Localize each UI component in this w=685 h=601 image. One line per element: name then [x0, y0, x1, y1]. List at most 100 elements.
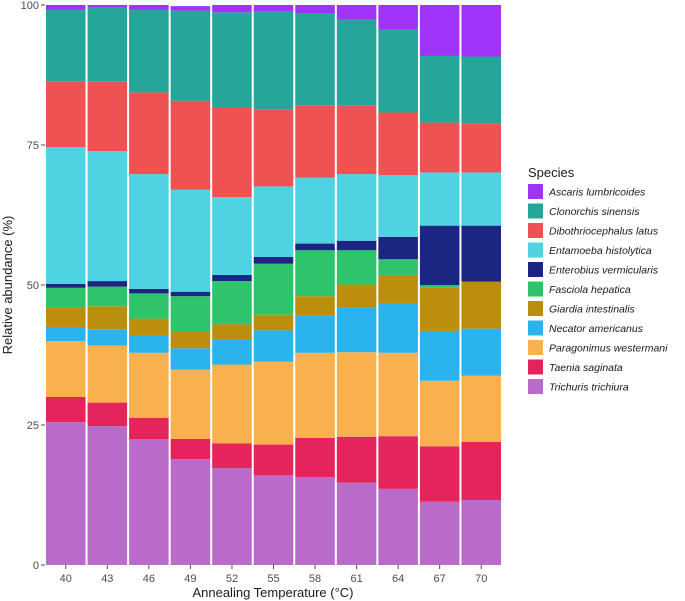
bar-segment-49-dibothriocephalus-latus: [170, 100, 211, 190]
legend-label-taenia-saginata: Taenia saginata: [549, 362, 623, 374]
legend-label-trichuris-trichiura: Trichuris trichiura: [549, 382, 629, 394]
legend-label-paragonimus-westermani: Paragonimus westermani: [549, 343, 668, 355]
bar-segment-46-necator-americanus: [129, 335, 169, 353]
bar-segment-43-necator-americanus: [87, 329, 128, 346]
legend-key-entamoeba-histolytica: [528, 242, 543, 258]
legend-key-paragonimus-westermani: [528, 340, 543, 355]
x-tick-label: 70: [475, 573, 487, 585]
legend-label-giardia-intestinalis: Giardia intestinalis: [549, 304, 636, 316]
x-tick-label: 67: [434, 573, 446, 585]
plot-area: [46, 5, 501, 565]
bar-segment-52-dibothriocephalus-latus: [212, 107, 252, 198]
legend-label-necator-americanus: Necator americanus: [549, 323, 644, 335]
bar-segment-58-clonorchis-sinensis: [295, 13, 335, 106]
bar-segment-67-clonorchis-sinensis: [419, 55, 460, 123]
legend-label-clonorchis-sinensis: Clonorchis sinensis: [549, 206, 640, 218]
bar-segment-55-enterobius-vermicularis: [253, 257, 294, 264]
bar-segment-43-enterobius-vermicularis: [87, 281, 128, 287]
bar-segment-58-enterobius-vermicularis: [295, 243, 335, 251]
bar-segment-67-necator-americanus: [419, 330, 460, 381]
bar-segment-61-entamoeba-histolytica: [336, 174, 377, 241]
bar-segment-49-ascaris-lumbricoides: [170, 6, 211, 11]
bar-segment-64-trichuris-trichiura: [378, 488, 418, 565]
bar-segment-40-giardia-intestinalis: [46, 307, 86, 327]
bar-segment-58-paragonimus-westermani: [295, 352, 335, 438]
x-tick-label: 55: [267, 573, 279, 585]
bar-segment-70-trichuris-trichiura: [461, 500, 501, 565]
x-tick-label: 61: [350, 573, 362, 585]
bar-segment-49-necator-americanus: [170, 348, 211, 370]
bar-segment-67-giardia-intestinalis: [419, 287, 460, 331]
bar-segment-49-taenia-saginata: [170, 439, 211, 460]
bar-segment-70-giardia-intestinalis: [461, 281, 501, 329]
y-tick-label: 0: [33, 560, 39, 572]
bar-segment-40-fasciola-hepatica: [46, 287, 86, 308]
bar-segment-43-clonorchis-sinensis: [87, 7, 128, 82]
bar-segment-58-trichuris-trichiura: [295, 477, 335, 565]
bar-segment-43-taenia-saginata: [87, 402, 128, 427]
bar-segment-52-necator-americanus: [212, 339, 252, 365]
bar-segment-61-taenia-saginata: [336, 436, 377, 483]
bar-segment-43-fasciola-hepatica: [87, 286, 128, 307]
bar-segment-70-dibothriocephalus-latus: [461, 123, 501, 173]
bar-segment-40-taenia-saginata: [46, 397, 86, 423]
bar-segment-49-clonorchis-sinensis: [170, 10, 211, 101]
y-axis: 0 25 50 75 100: [21, 0, 45, 572]
y-tick-label: 25: [27, 420, 39, 432]
bar-segment-40-dibothriocephalus-latus: [46, 81, 86, 148]
bar-segment-64-taenia-saginata: [378, 436, 418, 489]
x-tick-label: 52: [226, 573, 238, 585]
bar-segment-55-fasciola-hepatica: [253, 263, 294, 315]
legend-key-fasciola-hepatica: [528, 281, 543, 297]
bar-segment-58-taenia-saginata: [295, 437, 335, 478]
bar-segment-46-entamoeba-histolytica: [129, 174, 169, 289]
bar-segment-58-dibothriocephalus-latus: [295, 105, 335, 178]
bar-segment-58-entamoeba-histolytica: [295, 177, 335, 244]
bar-segment-55-trichuris-trichiura: [253, 475, 294, 565]
x-axis-title: Annealing Temperature (°C): [192, 585, 353, 600]
bar-segment-67-paragonimus-westermani: [419, 380, 460, 447]
bar-segment-61-fasciola-hepatica: [336, 250, 377, 285]
bar-segment-61-dibothriocephalus-latus: [336, 105, 377, 175]
bar-segment-55-clonorchis-sinensis: [253, 11, 294, 110]
bar-segment-64-clonorchis-sinensis: [378, 29, 418, 113]
bar-segment-49-paragonimus-westermani: [170, 369, 211, 439]
bar-segment-64-dibothriocephalus-latus: [378, 112, 418, 176]
bar-segment-49-enterobius-vermicularis: [170, 291, 211, 297]
bar-segment-52-paragonimus-westermani: [212, 364, 252, 444]
bar-segment-52-enterobius-vermicularis: [212, 274, 252, 282]
bar-segment-55-taenia-saginata: [253, 444, 294, 476]
bar-segment-40-entamoeba-histolytica: [46, 147, 86, 284]
bar-segment-58-necator-americanus: [295, 315, 335, 353]
bar-segment-64-paragonimus-westermani: [378, 352, 418, 437]
bar-segment-52-giardia-intestinalis: [212, 324, 252, 340]
bar-segment-49-fasciola-hepatica: [170, 296, 211, 332]
legend-label-enterobius-vermicularis: Enterobius vermicularis: [549, 265, 659, 277]
bar-segment-64-entamoeba-histolytica: [378, 175, 418, 237]
bar-segment-67-trichuris-trichiura: [419, 501, 460, 565]
bar-segment-70-paragonimus-westermani: [461, 375, 501, 442]
bar-segment-61-ascaris-lumbricoides: [336, 5, 377, 20]
x-tick-label: 58: [309, 573, 321, 585]
bar-segment-64-enterobius-vermicularis: [378, 236, 418, 260]
bar-segment-46-dibothriocephalus-latus: [129, 92, 169, 175]
legend-key-giardia-intestinalis: [528, 301, 543, 316]
x-tick-label: 64: [392, 573, 404, 585]
bar-segment-55-entamoeba-histolytica: [253, 186, 294, 257]
y-tick-label: 75: [27, 140, 39, 152]
x-tick-label: 49: [184, 573, 196, 585]
x-tick-label: 46: [143, 573, 155, 585]
bar-segment-46-taenia-saginata: [129, 417, 169, 439]
bar-segment-52-ascaris-lumbricoides: [212, 5, 252, 13]
bar-segment-67-fasciola-hepatica: [419, 285, 460, 288]
x-axis: 40 43 46 49 52 55 58 61 64 67 70: [60, 565, 487, 585]
bar-segment-61-trichuris-trichiura: [336, 482, 377, 565]
legend: Species Ascaris lumbricoides Clonorchis s…: [528, 165, 668, 394]
bar-segment-67-ascaris-lumbricoides: [419, 5, 460, 56]
bar-segment-70-enterobius-vermicularis: [461, 225, 501, 282]
bar-segment-46-enterobius-vermicularis: [129, 288, 169, 294]
x-tick-label: 40: [60, 573, 72, 585]
bar-segment-61-giardia-intestinalis: [336, 284, 377, 308]
bar-segment-64-ascaris-lumbricoides: [378, 5, 418, 30]
